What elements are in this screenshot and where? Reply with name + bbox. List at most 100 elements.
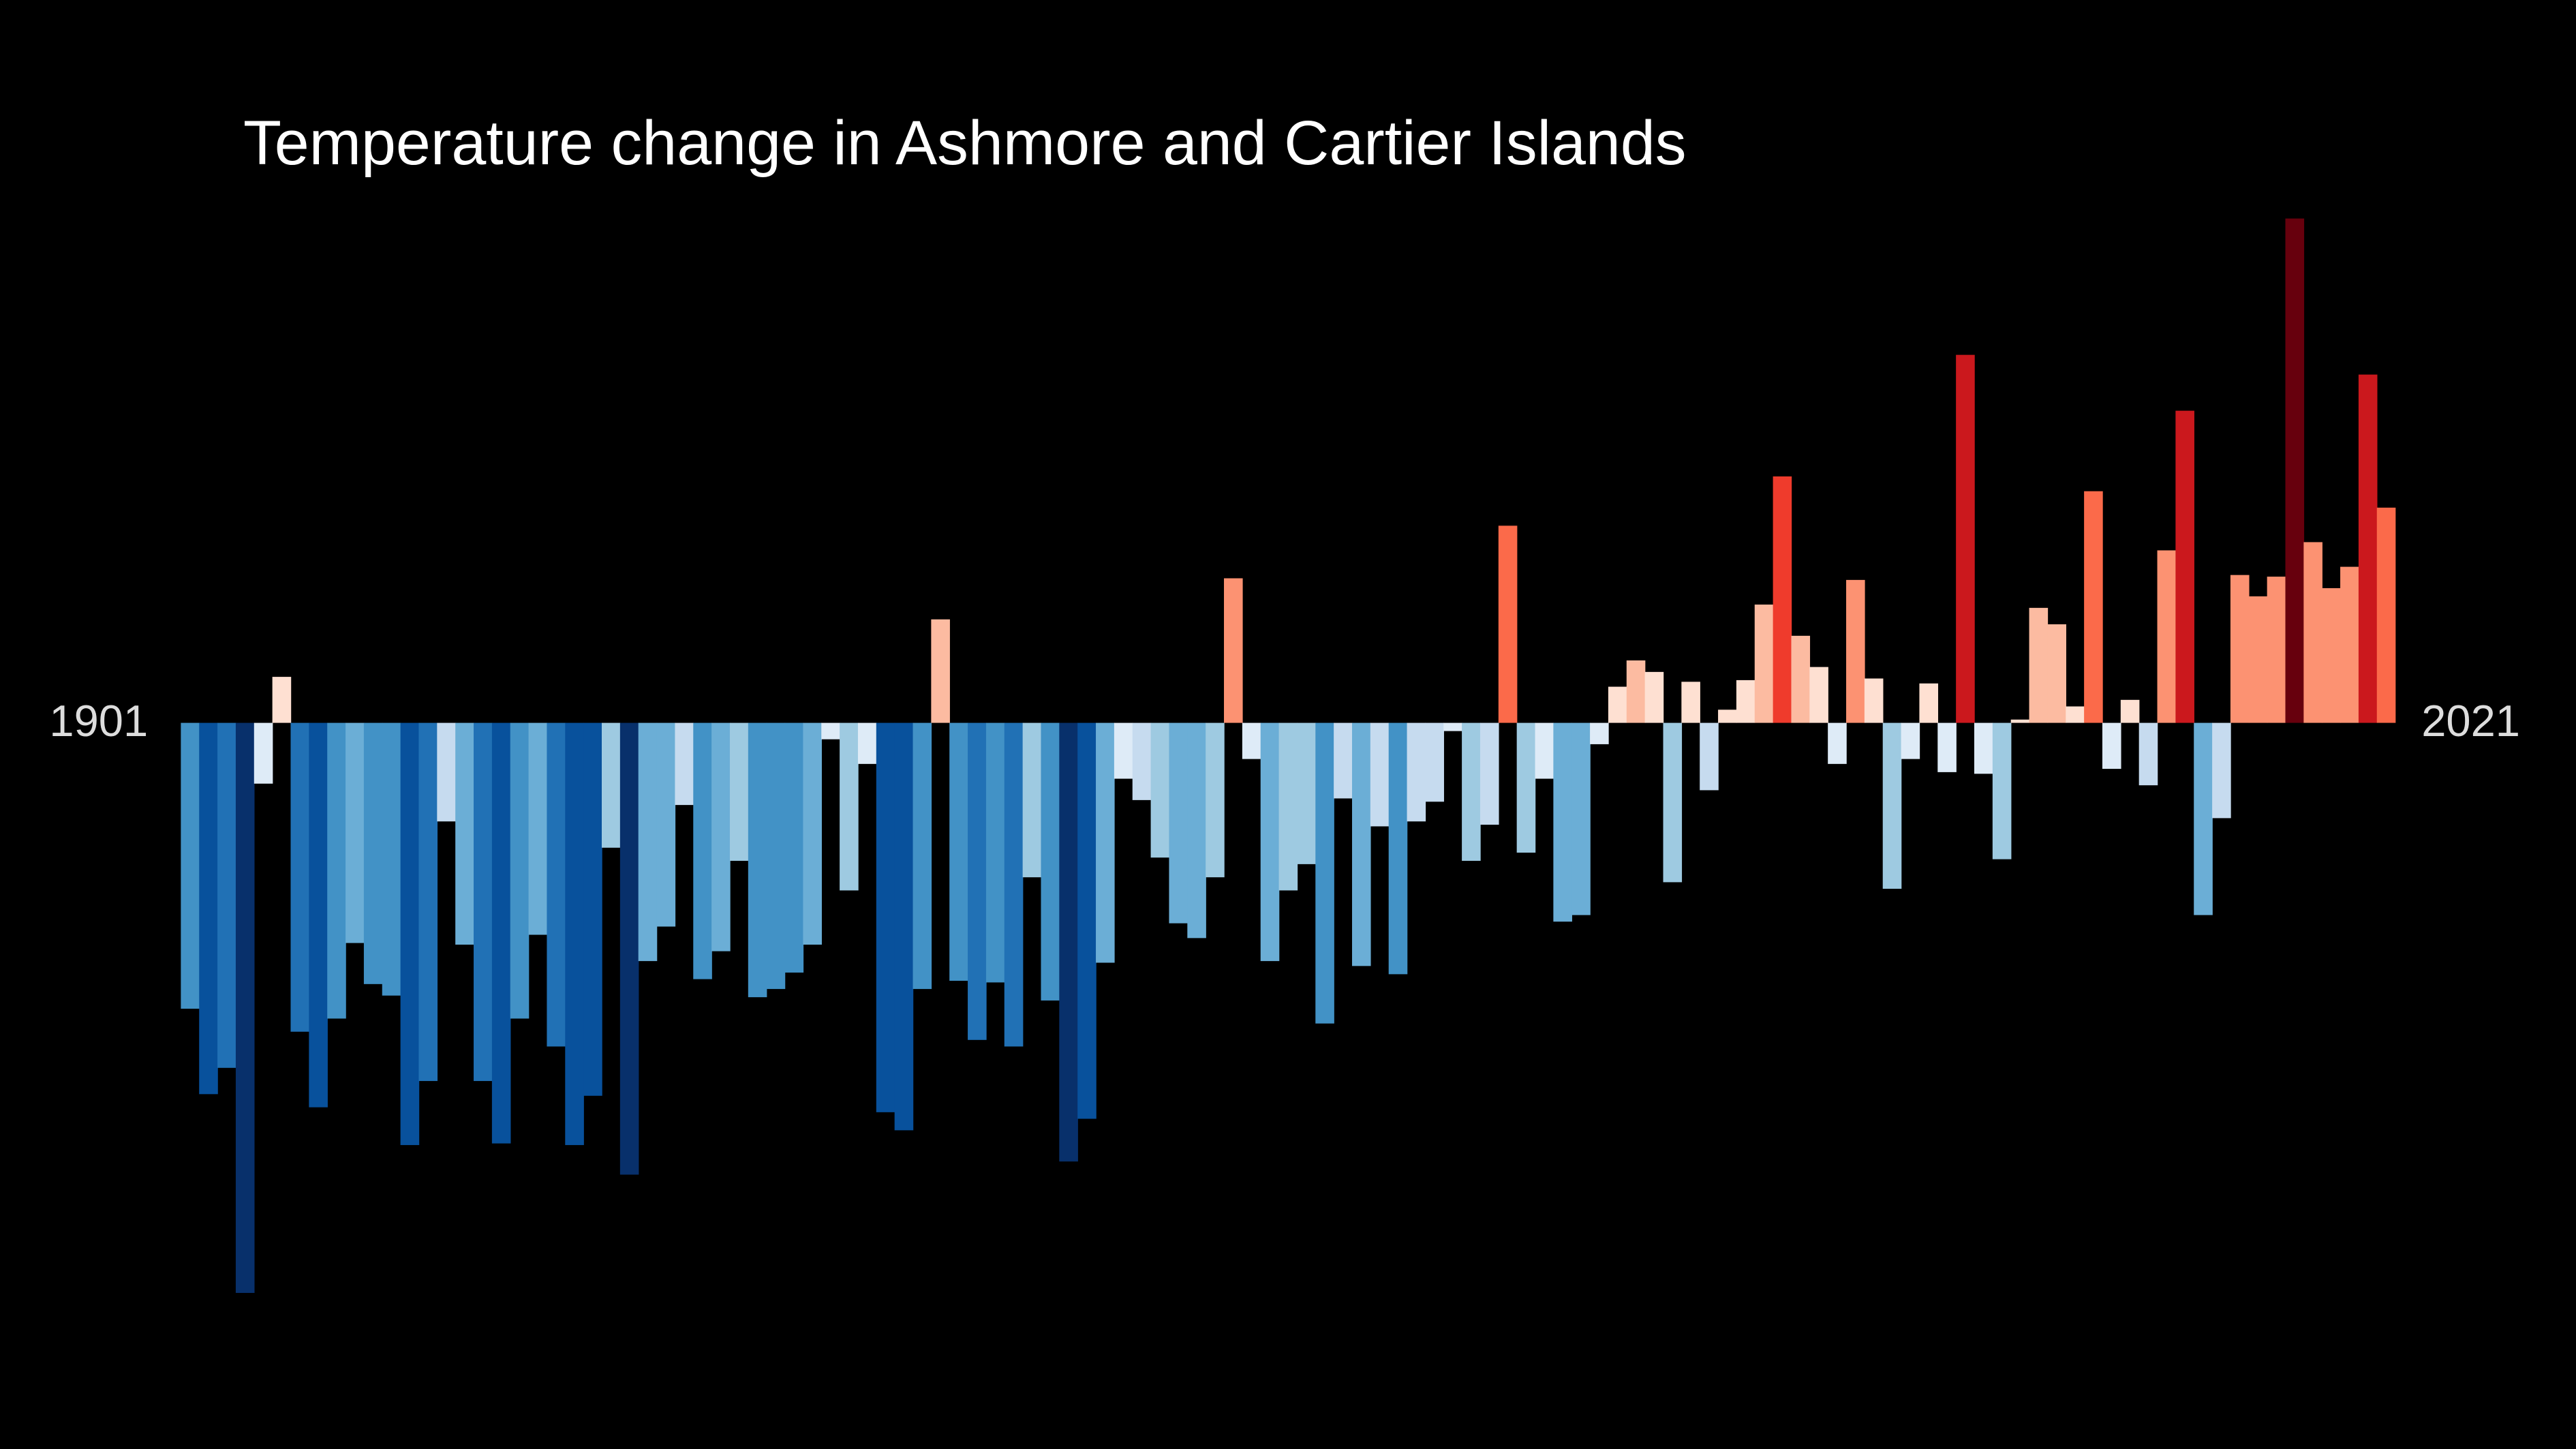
- bar: [2066, 706, 2085, 723]
- bar: [272, 677, 292, 723]
- bar: [1626, 660, 1646, 723]
- bar: [2175, 410, 2194, 723]
- bar: [327, 722, 346, 1019]
- bar: [1992, 722, 2012, 859]
- bar: [2322, 588, 2341, 723]
- bar: [1571, 722, 1591, 915]
- bar: [985, 722, 1005, 983]
- bar: [2285, 218, 2305, 723]
- bar: [1059, 722, 1078, 1162]
- bar: [2120, 699, 2140, 723]
- bar: [2157, 550, 2177, 723]
- bar: [857, 722, 877, 764]
- bar: [1425, 722, 1444, 802]
- bar: [1242, 722, 1261, 759]
- bar: [1260, 722, 1280, 962]
- bar: [2358, 374, 2378, 723]
- bar: [474, 722, 493, 1082]
- bar: [1187, 722, 1206, 939]
- x-end-label: 2021: [2421, 696, 2520, 746]
- bar: [913, 722, 932, 990]
- bar: [2194, 722, 2213, 915]
- bar: [1828, 722, 1847, 764]
- bar: [2248, 596, 2268, 723]
- bar: [840, 722, 859, 891]
- bar: [1224, 578, 1243, 723]
- bar: [1882, 722, 1902, 889]
- bar: [1315, 722, 1334, 1024]
- bar: [1206, 722, 1225, 878]
- bar: [2102, 722, 2121, 769]
- bar: [528, 722, 548, 935]
- bar: [1132, 722, 1152, 800]
- bar: [1864, 678, 1884, 723]
- bar: [1114, 722, 1133, 779]
- bar: [1022, 722, 1042, 878]
- bar: [1535, 722, 1554, 779]
- bar: [2230, 575, 2250, 723]
- bar: [784, 722, 804, 973]
- bar: [619, 722, 639, 1175]
- bar: [766, 722, 786, 990]
- bar: [2376, 507, 2396, 723]
- bar: [968, 722, 987, 1040]
- bar: [656, 722, 676, 927]
- bar: [382, 722, 401, 996]
- bar: [346, 722, 365, 943]
- bar: [1937, 722, 1957, 772]
- bar: [1736, 680, 1755, 723]
- bar: [437, 722, 456, 822]
- bar: [1718, 710, 1737, 723]
- bar: [2138, 722, 2158, 786]
- bar: [1553, 722, 1572, 922]
- x-start-label: 1901: [49, 696, 148, 746]
- bar: [400, 722, 420, 1146]
- bar: [1974, 722, 1993, 774]
- bar: [2084, 491, 2103, 723]
- bar: [894, 722, 914, 1131]
- bar: [1041, 722, 1060, 1001]
- bar: [1919, 683, 1939, 723]
- bar: [1663, 722, 1683, 883]
- bar: [1297, 722, 1317, 864]
- bar: [565, 722, 584, 1146]
- bar: [1479, 722, 1499, 825]
- bar: [729, 722, 749, 861]
- bar: [1516, 722, 1536, 853]
- bar: [1754, 605, 1774, 723]
- bar: [675, 722, 694, 806]
- bar: [821, 722, 840, 739]
- bar: [949, 722, 968, 981]
- chart-title: Temperature change in Ashmore and Cartie…: [243, 108, 1687, 178]
- bar: [1590, 722, 1609, 744]
- bar: [217, 722, 236, 1068]
- bar: [601, 722, 621, 848]
- bar: [1608, 686, 1627, 723]
- bar: [1370, 722, 1390, 827]
- bar: [290, 722, 310, 1032]
- bar: [2340, 566, 2359, 723]
- bar: [235, 722, 255, 1294]
- bar: [455, 722, 474, 945]
- bar: [1278, 722, 1298, 891]
- bar: [254, 722, 273, 784]
- bar: [199, 722, 218, 1095]
- bar: [491, 722, 511, 1144]
- bar: [1169, 722, 1189, 924]
- bar: [1644, 671, 1664, 723]
- bar: [748, 722, 767, 998]
- bar: [1681, 682, 1700, 723]
- bar: [638, 722, 658, 962]
- bar: [1809, 667, 1828, 723]
- bar: [1351, 722, 1371, 966]
- bar: [1901, 722, 1920, 759]
- bar: [1150, 722, 1170, 858]
- bar: [181, 722, 200, 1009]
- bar: [510, 722, 530, 1019]
- bar: [711, 722, 731, 951]
- bar: [1773, 476, 1792, 723]
- bar: [583, 722, 602, 1096]
- bar: [1498, 525, 1518, 723]
- bar: [1956, 354, 1975, 723]
- bar: [1791, 635, 1811, 723]
